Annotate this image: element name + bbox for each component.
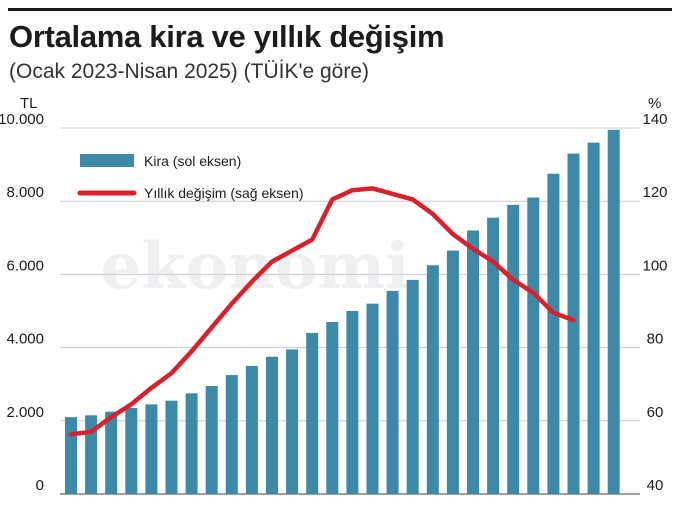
right-tick-label: 60 (647, 404, 664, 421)
left-axis-unit: TL (20, 95, 38, 112)
bar-series (65, 129, 620, 495)
bar-kira (205, 386, 218, 494)
bar-kira (607, 129, 620, 494)
bar-kira (446, 250, 459, 494)
bar-kira (65, 417, 77, 494)
bar-kira (286, 349, 299, 494)
right-tick-label: 140 (642, 111, 667, 128)
bar-kira (125, 407, 138, 494)
bar-kira (507, 204, 520, 495)
bar-kira (547, 173, 560, 494)
bar-kira (527, 197, 540, 495)
legend-label-yillik: Yıllık değişim (sağ eksen) (144, 185, 304, 201)
right-tick-label: 40 (647, 477, 664, 494)
left-axis: 0 2.000 4.000 6.000 8.000 10.000 (0, 111, 44, 494)
right-tick-label: 80 (647, 331, 664, 348)
bar-kira (467, 230, 479, 495)
bar-kira (487, 217, 500, 495)
chart-title: Ortalama kira ve yıllık değişim (9, 19, 445, 54)
bar-kira (567, 153, 580, 494)
bar-kira (326, 321, 339, 494)
bar-kira (266, 356, 278, 494)
bar-kira (587, 142, 600, 494)
bar-kira (386, 290, 399, 494)
right-tick-label: 120 (642, 184, 667, 201)
left-tick-label: 0 (36, 477, 44, 494)
bar-kira (225, 375, 238, 494)
right-axis: 40 60 80 100 120 140 (642, 111, 667, 494)
left-tick-label: 6.000 (6, 257, 44, 274)
left-tick-label: 8.000 (6, 184, 44, 201)
bar-kira (145, 404, 158, 494)
left-tick-label: 4.000 (6, 331, 44, 348)
bar-kira (85, 415, 98, 494)
bar-kira (105, 411, 118, 494)
left-tick-label: 2.000 (6, 404, 44, 421)
bar-kira (406, 279, 419, 494)
bar-kira (426, 265, 439, 494)
bar-kira (245, 365, 258, 494)
bar-kira (165, 400, 178, 494)
legend: Kira (sol eksen) Yıllık değişim (sağ eks… (77, 153, 304, 201)
bar-kira (306, 332, 319, 494)
line-series (68, 186, 576, 437)
left-tick-label: 10.000 (0, 111, 44, 128)
watermark: ekonomi (101, 229, 410, 304)
legend-swatch-kira (80, 154, 134, 167)
bar-kira (346, 311, 359, 494)
right-axis-unit: % (648, 95, 661, 112)
bar-kira (185, 393, 198, 494)
top-rule (8, 8, 672, 11)
right-tick-label: 100 (642, 257, 667, 274)
bar-kira (366, 303, 379, 494)
legend-label-kira: Kira (sol eksen) (144, 153, 241, 169)
line-yillik-degisim (68, 186, 576, 437)
chart-subtitle: (Ocak 2023-Nisan 2025) (TÜİK'e göre) (9, 60, 369, 83)
